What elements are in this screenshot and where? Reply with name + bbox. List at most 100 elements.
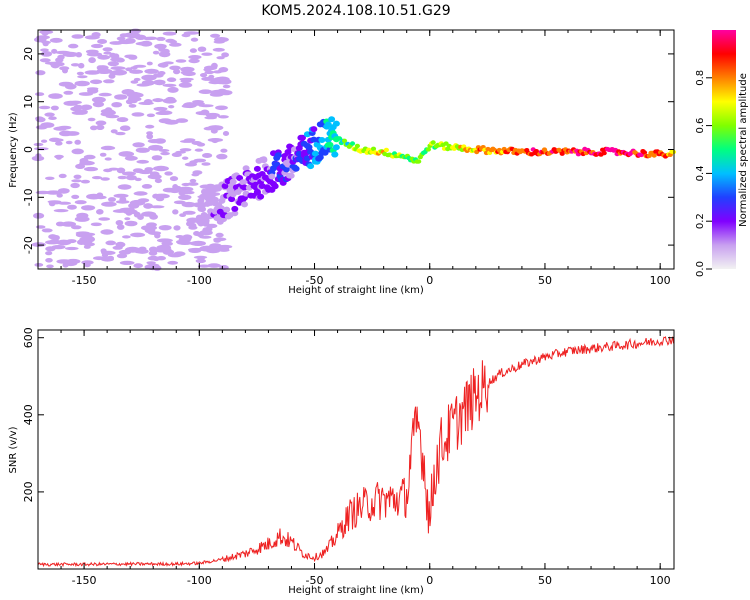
spectrogram-cell [130, 232, 146, 238]
spectrogram-cell [147, 255, 160, 261]
spectrogram-cell [146, 261, 156, 265]
spectrogram-cell [173, 69, 181, 75]
spectrogram-cell [47, 200, 62, 204]
spectrogram-cell [201, 162, 211, 166]
colorbar-label: Normalized spectral amplitude [738, 73, 749, 227]
spectrogram-cell [56, 239, 72, 246]
spectrogram-cell [132, 142, 145, 148]
spectrogram-cell [117, 175, 128, 180]
spectrogram-cell [63, 90, 74, 95]
spectrogram-cell [146, 61, 153, 66]
spectrogram-cell [305, 144, 313, 151]
snr-y-tick-label: 600 [22, 327, 35, 348]
spectrogram-cell [201, 52, 213, 56]
spectrogram-cell [222, 84, 231, 89]
spectrogram-cell [78, 62, 85, 69]
spectrogram-cell [71, 179, 82, 183]
snr-line [37, 336, 674, 568]
snr-x-tick-label: 100 [650, 574, 671, 587]
spectrogram-cell [416, 159, 422, 164]
spectrogram-cell [171, 152, 182, 157]
spectrogram-cell [210, 33, 221, 38]
spectrogram-cell [133, 211, 141, 218]
snr-series [37, 336, 674, 568]
spectrogram-cell [105, 240, 116, 246]
spectrogram-cell [35, 70, 46, 76]
spectrogram-cell [111, 102, 123, 108]
spectrogram-cell [196, 232, 204, 238]
spectrogram-cell [160, 151, 170, 156]
spectrogram-cell [169, 176, 179, 182]
spectrogram-cell [149, 205, 165, 209]
spectrogram-cell [104, 157, 112, 161]
spectrogram-cell [100, 145, 116, 151]
spectrogram-cell [211, 62, 218, 69]
spectrogram-cell [55, 155, 63, 160]
spectrogram-cell [162, 83, 177, 87]
spectrogram-cell [207, 138, 224, 142]
spectrogram-cell [141, 184, 153, 189]
spectrogram-cell [65, 246, 79, 251]
spectrogram-cell [162, 31, 177, 36]
spectrogram-cell [242, 165, 250, 172]
snr-x-tick-label: -50 [306, 574, 324, 587]
spectrogram-cell [98, 217, 111, 221]
spectrogram-cell [168, 105, 175, 109]
spectrogram-cell [156, 36, 166, 41]
spectrogram-cell [101, 201, 117, 207]
spectrogram-cell [310, 126, 318, 133]
spectrogram-cell [115, 241, 126, 248]
spectrogram-cell [114, 209, 125, 213]
spectrogram-cell [40, 48, 49, 52]
spectrogram-cell [103, 168, 113, 173]
spectrogram-cell [201, 76, 215, 81]
spectrogram-cell [143, 203, 154, 209]
spectrogram-cell [41, 40, 51, 45]
spectrogram-cell [103, 79, 115, 84]
spectrogram-cell [189, 160, 198, 165]
spectrogram-frame [37, 29, 675, 270]
spectrogram-y-tick-label: 20 [22, 47, 35, 61]
spectrogram-cell [182, 210, 196, 215]
spectrogram-cell [129, 69, 144, 74]
spectrogram-cell [179, 148, 192, 152]
spectrogram-cell [147, 174, 162, 180]
spectrogram-cell [48, 93, 63, 99]
spectrogram-cell [80, 104, 93, 111]
spectrogram-cell [76, 71, 84, 76]
spectrogram-cell [40, 122, 55, 128]
snr-x-axis-label: Height of straight line (km) [288, 585, 424, 596]
spectrogram-cell [91, 176, 103, 180]
colorbar: 0.0 0.2 0.4 0.6 0.8 Normalized spectral ampl… [695, 30, 749, 277]
spectrogram-cell [260, 157, 268, 164]
spectrogram-cell [44, 112, 55, 117]
spectrogram-cell [196, 142, 206, 147]
spectrogram-cell [166, 77, 177, 82]
spectrogram-cell [95, 120, 107, 126]
spectrogram-cell [430, 140, 436, 145]
spectrogram-cell [162, 249, 175, 255]
spectrogram-cell [128, 202, 140, 209]
spectrogram-cell [370, 146, 377, 151]
spectrogram-cell [199, 206, 206, 213]
spectrogram-cell [177, 186, 194, 192]
spectrogram-cell [105, 107, 112, 111]
spectrogram-cell [79, 160, 95, 166]
spectrogram-cell [91, 43, 104, 49]
spectrogram-cell [110, 129, 118, 134]
spectrogram-cell [116, 224, 125, 230]
spectrogram-cell [128, 55, 138, 60]
spectrogram-cell [215, 80, 230, 85]
spectrogram-cell [45, 251, 53, 256]
spectrogram-cell [116, 117, 129, 123]
spectrogram-cell [229, 178, 237, 185]
spectrogram-cell [109, 52, 117, 59]
spectrogram-cell [118, 151, 135, 157]
spectrogram-cell [63, 100, 79, 106]
spectrogram-cell [55, 221, 65, 227]
spectrogram-cell [126, 91, 142, 98]
spectrogram-cell [55, 57, 64, 63]
spectrogram-cell [154, 43, 167, 50]
spectrogram-cell [83, 154, 96, 160]
